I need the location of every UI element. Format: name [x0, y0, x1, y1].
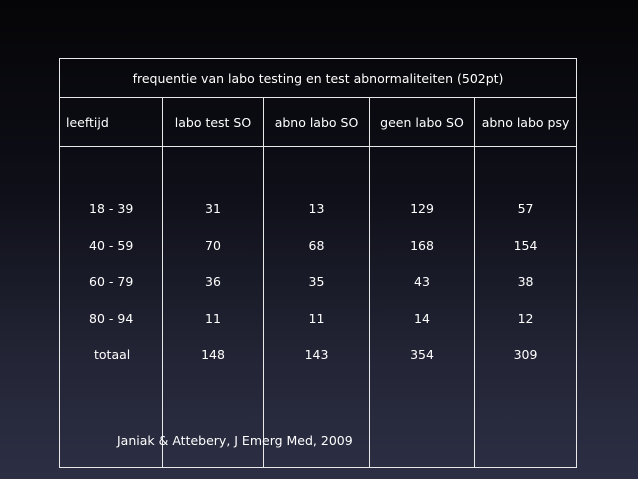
table-cell: totaal [94, 347, 131, 362]
table-cell: 80 - 94 [89, 310, 134, 326]
table-cell: 143 [304, 347, 329, 362]
header-labo-test-so: labo test SO [162, 97, 264, 147]
header-abno-labo-psy: abno labo psy [473, 97, 578, 147]
column-leeftijd: 18 - 39 40 - 59 60 - 79 80 - 94 totaal [59, 146, 163, 468]
column-labo-test-so: 31 70 36 11 148 [162, 146, 264, 468]
table-cell: 129 [410, 201, 434, 216]
table-cell: 154 [513, 237, 538, 253]
table-header-row: leeftijd labo test SO abno labo SO geen … [59, 97, 578, 147]
column-abno-labo-psy: 57 154 38 12 309 [473, 146, 578, 468]
citation: Janiak & Attebery, J Emerg Med, 2009 [117, 433, 353, 448]
table-cell: 57 [517, 201, 534, 216]
frequency-table: frequentie van labo testing en test abno… [58, 58, 578, 468]
table-cell: 70 [205, 237, 221, 253]
table-cell: 36 [205, 274, 221, 289]
table-body-row: 18 - 39 40 - 59 60 - 79 80 - 94 totaal 3… [59, 146, 578, 468]
table-cell: 13 [308, 201, 325, 216]
column-geen-labo-so: 129 168 43 14 354 [369, 146, 475, 468]
table-cell: 309 [513, 347, 538, 362]
table-cell: 168 [410, 237, 434, 253]
table-cell: 60 - 79 [89, 274, 134, 289]
table-cell: 35 [308, 274, 325, 289]
table-cell: 43 [414, 274, 430, 289]
table-title-row: frequentie van labo testing en test abno… [58, 58, 578, 98]
column-abno-labo-so: 13 68 35 11 143 [263, 146, 370, 468]
table-cell: 12 [517, 310, 534, 326]
table-title: frequentie van labo testing en test abno… [58, 58, 578, 98]
table-cell: 354 [410, 347, 434, 362]
header-abno-labo-so: abno labo SO [263, 97, 370, 147]
table-cell: 14 [414, 310, 430, 326]
table-cell: 11 [205, 310, 221, 326]
table-cell: 68 [308, 237, 325, 253]
table-cell: 148 [201, 347, 225, 362]
table-cell: 31 [205, 201, 221, 216]
table-cell: 11 [308, 310, 325, 326]
header-leeftijd: leeftijd [59, 97, 163, 147]
table-cell: 38 [517, 274, 534, 289]
table-cell: 40 - 59 [89, 237, 134, 253]
table-cell: 18 - 39 [89, 201, 134, 216]
header-geen-labo-so: geen labo SO [369, 97, 475, 147]
